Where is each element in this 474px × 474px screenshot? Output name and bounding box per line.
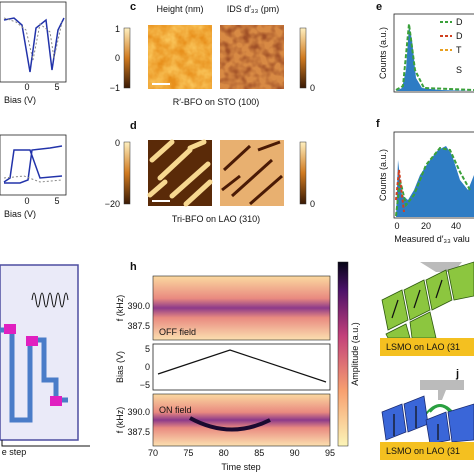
axis-label: Bias (V) xyxy=(4,95,36,105)
tip xyxy=(420,380,464,400)
axis-label: Counts (a.u.) xyxy=(378,149,388,201)
panel-label: c xyxy=(130,1,136,13)
axis-label: Bias (V) xyxy=(4,209,36,219)
heatmap xyxy=(152,275,331,341)
marker xyxy=(26,336,38,346)
caption: R′-BFO on STO (100) xyxy=(173,97,260,107)
panel-label: e xyxy=(376,1,382,13)
annotation: ON field xyxy=(159,405,192,415)
fit xyxy=(395,146,471,217)
tick: −1 xyxy=(110,83,120,93)
tick: 85 xyxy=(254,448,264,458)
tick: 95 xyxy=(325,448,335,458)
legend: D xyxy=(456,17,463,27)
axis-label: Measured d′₃₃ valu xyxy=(394,234,470,244)
panel-label: j xyxy=(455,368,459,380)
trace xyxy=(189,416,271,432)
tick: 70 xyxy=(148,448,158,458)
caption: Tri-BFO on LAO (310) xyxy=(172,214,260,224)
stripes xyxy=(221,140,283,206)
axis-label: e step xyxy=(2,447,27,457)
axes xyxy=(0,134,67,196)
fit xyxy=(395,169,405,213)
fit xyxy=(395,23,474,91)
tick: 0 xyxy=(145,362,150,372)
tick: 0 xyxy=(394,221,399,231)
tick: −5 xyxy=(140,380,150,390)
tick: 5 xyxy=(145,344,150,354)
column-title: IDS d′₃₃ (pm) xyxy=(227,4,280,14)
tick: −20 xyxy=(105,199,120,209)
tick: 20 xyxy=(421,221,431,231)
axes xyxy=(393,13,474,93)
image xyxy=(220,140,284,206)
axis-label: f (kHz) xyxy=(115,295,125,322)
axis-label: Amplitude (a.u.) xyxy=(350,322,360,386)
heatmap xyxy=(152,393,331,447)
tick: 90 xyxy=(290,448,300,458)
tick: 0 xyxy=(115,53,120,63)
substrate-label: LSMO on LAO (31 xyxy=(386,446,460,456)
histogram xyxy=(396,25,474,91)
curve xyxy=(3,145,63,184)
arrow xyxy=(1,440,90,447)
marker xyxy=(50,396,62,406)
axis-label: Time step xyxy=(221,462,260,472)
tick: 0 xyxy=(24,82,29,92)
axis-label: Counts (a.u.) xyxy=(378,27,388,79)
legend: D xyxy=(456,31,463,41)
colorbar xyxy=(123,141,131,205)
substrate xyxy=(380,338,474,356)
tick: 5 xyxy=(54,82,59,92)
arrows xyxy=(391,279,443,319)
column-title: Height (nm) xyxy=(156,4,203,14)
arrows xyxy=(393,406,439,440)
panel-label: h xyxy=(130,261,137,273)
axes xyxy=(0,1,67,83)
axis-label: Bias (V) xyxy=(115,351,125,383)
tick: 75 xyxy=(183,448,193,458)
substrate xyxy=(380,442,474,460)
wave xyxy=(31,292,69,308)
marker xyxy=(4,324,16,334)
tick: 0 xyxy=(115,138,120,148)
image xyxy=(148,140,212,206)
tiles xyxy=(381,261,474,339)
panel-label: f xyxy=(376,118,380,130)
colorbar xyxy=(337,261,349,447)
tick: 0 xyxy=(24,196,29,206)
tiles xyxy=(381,395,474,445)
legend: T xyxy=(456,45,462,55)
axes xyxy=(393,131,474,219)
colorbar xyxy=(299,27,307,89)
note: S xyxy=(456,65,462,75)
tick: 0 xyxy=(310,83,315,93)
curve xyxy=(3,17,65,73)
panel-label: d xyxy=(130,120,137,132)
image xyxy=(220,25,284,89)
image xyxy=(148,25,212,89)
tick: 40 xyxy=(451,221,461,231)
bias-line xyxy=(157,349,327,383)
tick: 387.5 xyxy=(127,427,150,437)
tick: 390.0 xyxy=(127,301,150,311)
curve xyxy=(3,175,63,183)
tick: 1 xyxy=(115,24,120,34)
tick: 390.0 xyxy=(127,407,150,417)
histogram xyxy=(396,146,474,217)
stripes xyxy=(147,139,213,207)
axes xyxy=(152,343,331,391)
colorbar xyxy=(123,27,131,89)
tick: 387.5 xyxy=(127,321,150,331)
annotation: OFF field xyxy=(159,327,196,337)
substrate-label: LSMO on LAO (31 xyxy=(386,342,460,352)
colorbar xyxy=(299,141,307,205)
axis-label: f (kHz) xyxy=(115,407,125,434)
tick: 5 xyxy=(54,196,59,206)
tick: 0 xyxy=(310,199,315,209)
tick: 80 xyxy=(219,448,229,458)
